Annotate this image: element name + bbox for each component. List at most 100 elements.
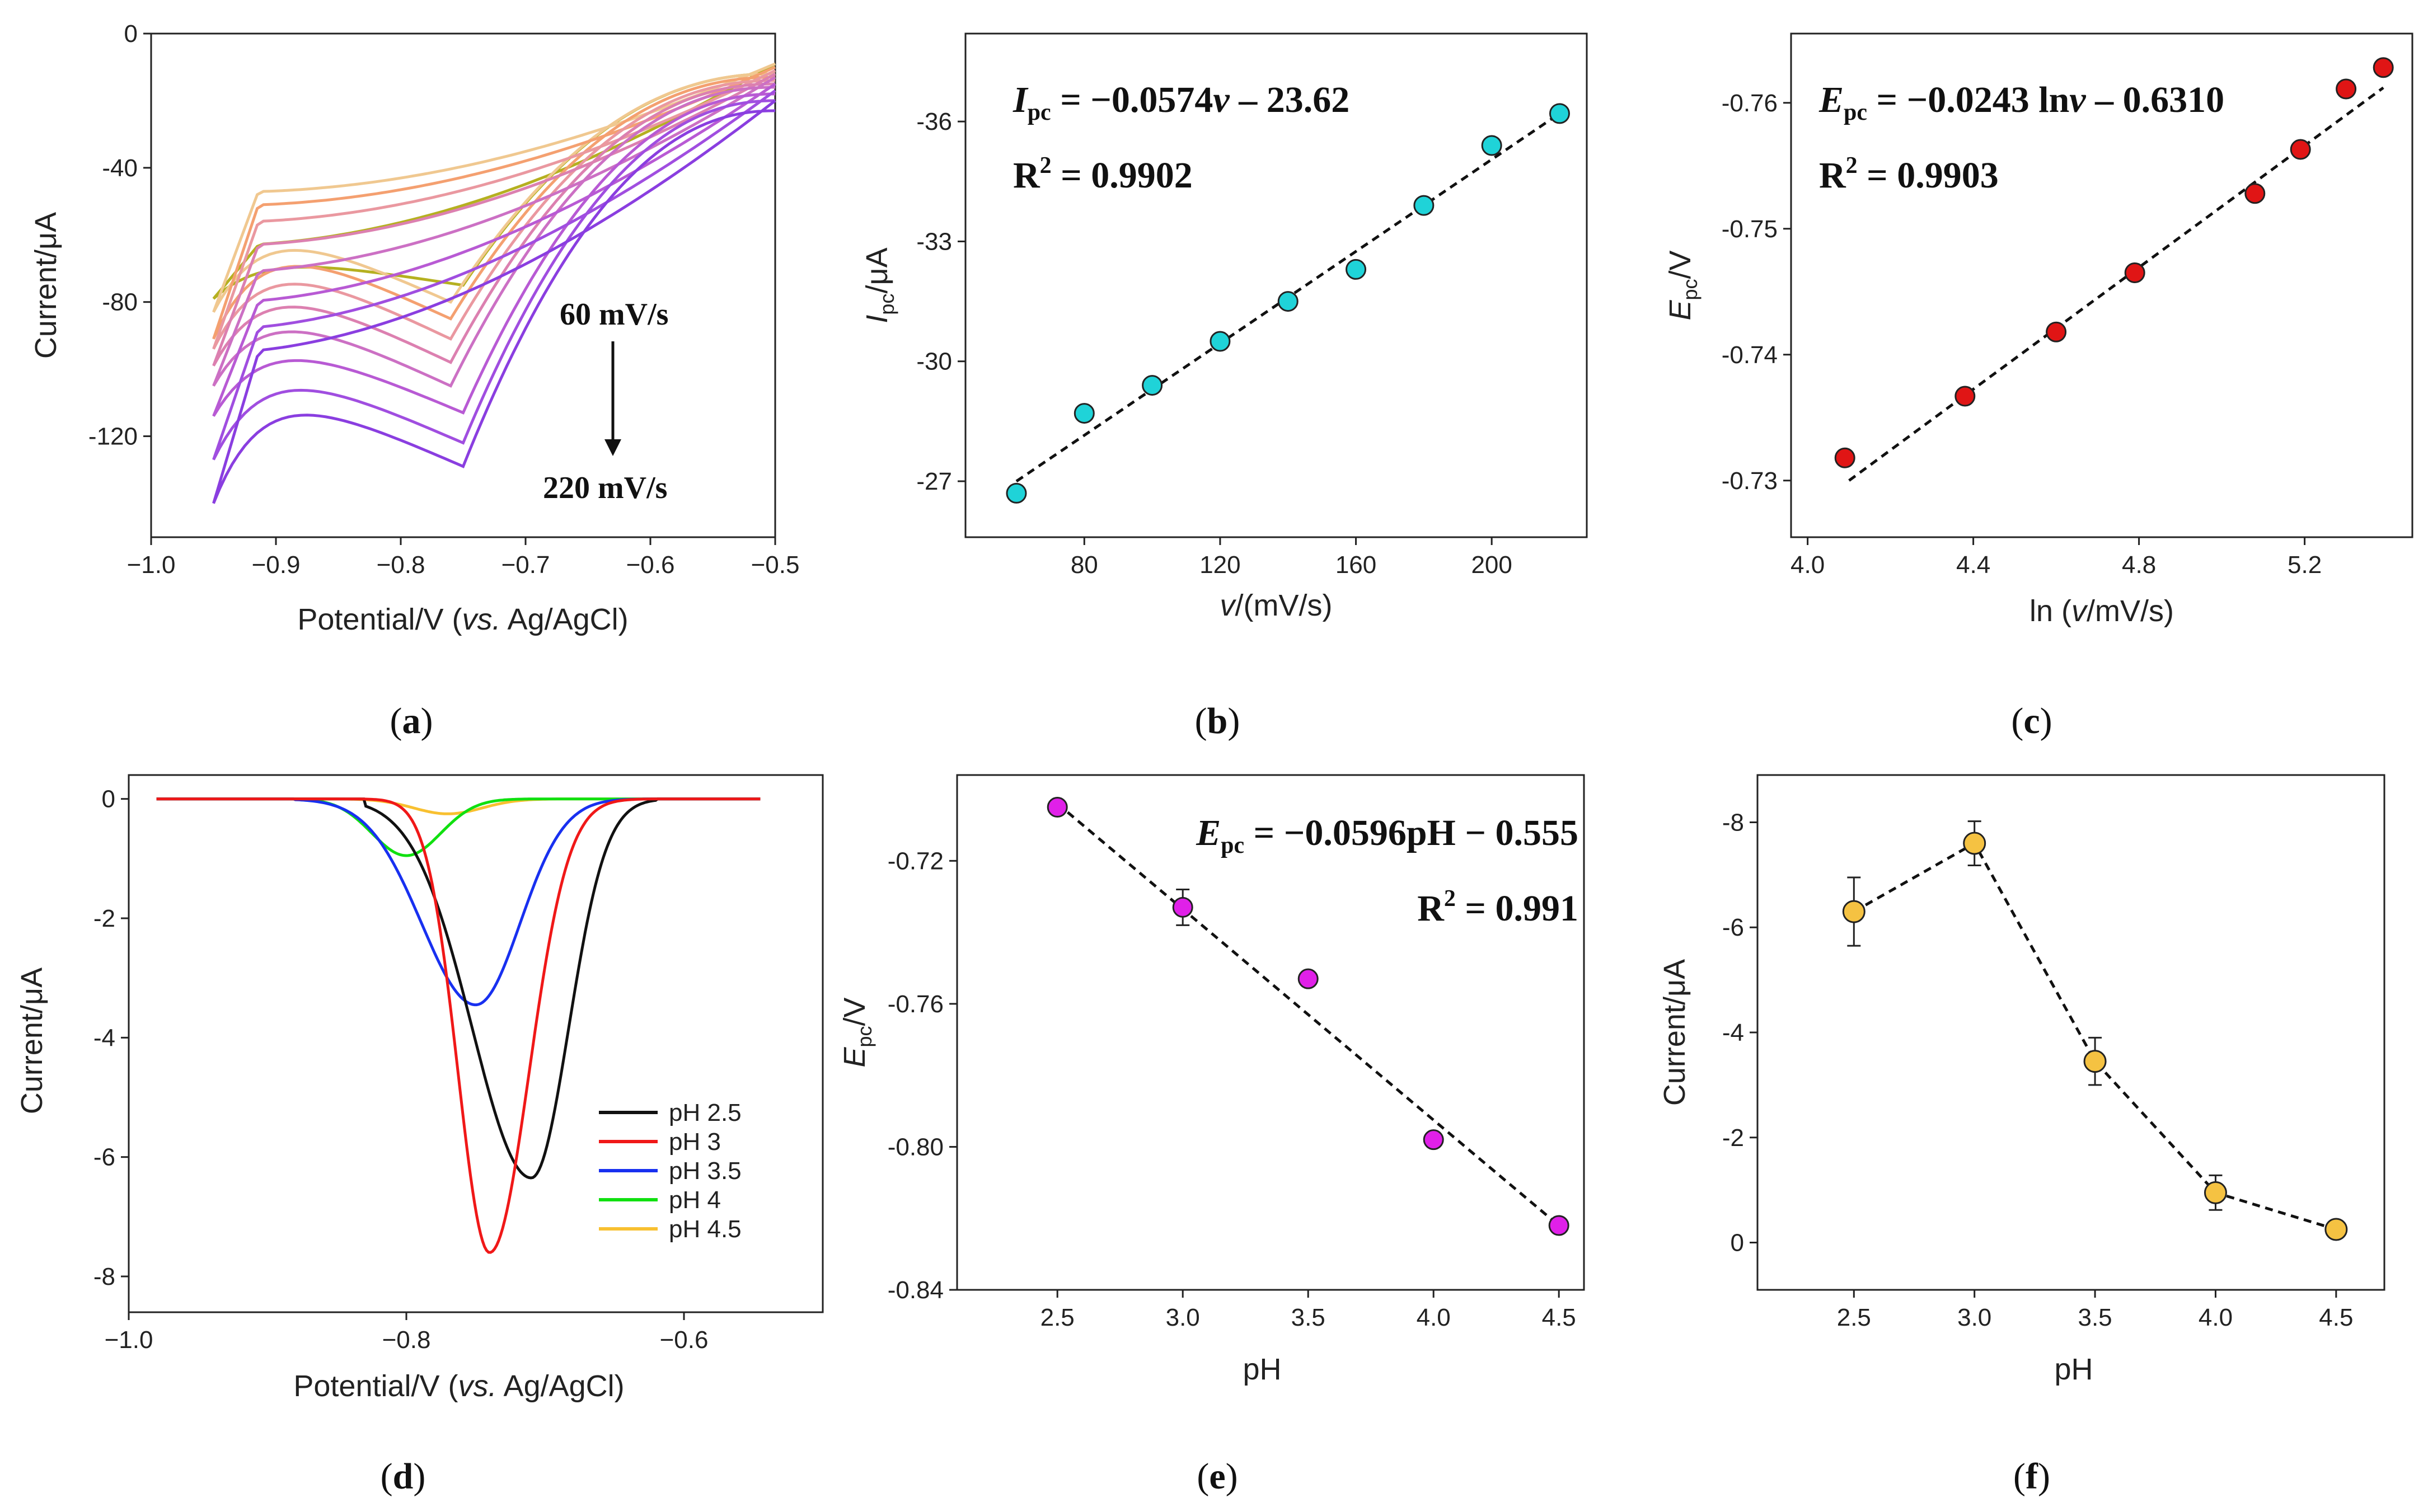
y-tick-label: -36	[916, 108, 952, 135]
data-point	[1548, 1215, 1569, 1236]
data-point	[2324, 1218, 2348, 1241]
y-tick-label: -2	[1722, 1124, 1744, 1152]
panel-c-chart: 4.0 4.4 4.8 5.2 -0.73 -0.74 -0.75 -0.76 Epc = −…	[1663, 32, 2413, 741]
data-point	[1549, 103, 1570, 124]
data-point	[2373, 57, 2394, 78]
x-tick-label: −0.6	[626, 551, 675, 579]
cv-curve-220-mV-s	[212, 99, 776, 504]
panel-b-equation: Ipc = −0.0574v – 23.62	[1013, 79, 1349, 125]
panel-c-caption: (c)	[2011, 701, 2052, 741]
panel-d-caption: (d)	[381, 1456, 426, 1497]
y-tick-label: -40	[102, 154, 138, 182]
panel-e-caption: (e)	[1197, 1456, 1238, 1497]
data-point	[2336, 78, 2357, 100]
x-tick-label: 80	[1071, 551, 1098, 579]
data-point	[1047, 797, 1068, 818]
y-tick-label: 0	[124, 20, 138, 48]
y-tick-label: -0.80	[888, 1133, 944, 1161]
data-point	[1172, 896, 1193, 918]
y-tick-label: -4	[1722, 1019, 1744, 1046]
data-point	[2083, 1050, 2107, 1073]
x-tick-label: −1.0	[127, 551, 176, 579]
dpv-curve-pH-4-5	[156, 797, 761, 815]
data-point	[2124, 262, 2145, 283]
data-point	[1842, 900, 1865, 923]
data-point	[1423, 1129, 1444, 1151]
y-tick-label: -30	[916, 348, 952, 375]
trend-line	[1853, 841, 2337, 1231]
cv-curve-160-mV-s	[212, 76, 776, 388]
panel-a-frame	[150, 32, 776, 538]
panel-e-equation: Epc = −0.0596pH − 0.555	[1196, 813, 1578, 858]
legend-label: pH 4.5	[669, 1215, 742, 1243]
dpv-curve-pH-4	[156, 797, 761, 857]
y-tick-label: -0.84	[888, 1276, 944, 1304]
x-tick-label: −0.6	[660, 1326, 709, 1354]
y-tick-label: -0.73	[1722, 467, 1778, 495]
x-tick-label: 4.0	[1790, 551, 1825, 579]
y-tick-label: -0.76	[888, 990, 944, 1018]
cv-curve-80-mV-s	[212, 62, 776, 313]
cv-curve-120-mV-s	[212, 69, 776, 350]
panel-b-caption: (b)	[1195, 701, 1240, 741]
x-tick-label: 4.5	[1542, 1304, 1576, 1331]
y-tick-label: -0.76	[1722, 90, 1778, 117]
x-tick-label: 160	[1335, 551, 1376, 579]
y-tick-label: -27	[916, 468, 952, 495]
panel-c-r2: R2 = 0.9903	[1819, 153, 1999, 196]
panel-c-frame	[1790, 32, 2413, 538]
panel-b-chart: 80 120 160 200 -27 -30 -33 -36 Ipc = −0.0574v –…	[860, 32, 1588, 741]
y-tick-label: -0.74	[1722, 341, 1778, 369]
x-tick-label: −1.0	[105, 1326, 153, 1354]
data-point	[2204, 1181, 2227, 1204]
legend-label: pH 2.5	[669, 1099, 742, 1126]
x-tick-label: −0.8	[382, 1326, 431, 1354]
panel-c-equation: Epc = −0.0243 lnv – 0.6310	[1818, 79, 2224, 125]
panel-f-chart: 2.5 3.0 3.5 4.0 4.5 0 -2 -4 -6 -8 pH Current/μA (…	[1658, 774, 2385, 1497]
cv-curve-180-mV-s	[212, 82, 776, 417]
data-point	[1074, 403, 1095, 424]
panel-e-r2: R2 = 0.991	[1417, 886, 1578, 929]
panel-d-ylabel: Current/μA	[15, 968, 49, 1114]
data-point	[1277, 291, 1299, 312]
panel-e-chart: 2.5 3.0 3.5 4.0 4.5 -0.72 -0.76 -0.80 -0.84 Epc …	[838, 774, 1585, 1497]
panel-c-xlabel: ln (v/mV/s)	[2029, 594, 2174, 628]
y-tick-label: -8	[1722, 809, 1744, 836]
panel-b-ylabel: Ipc/μA	[860, 247, 898, 323]
data-point	[1413, 195, 1435, 216]
data-point	[1346, 259, 1367, 280]
data-point	[1297, 968, 1319, 989]
x-tick-label: −0.7	[501, 551, 550, 579]
x-tick-label: 4.5	[2319, 1304, 2353, 1331]
x-tick-label: −0.8	[377, 551, 425, 579]
legend-label: pH 3	[669, 1128, 721, 1156]
cv-curve-200-mV-s	[212, 89, 776, 461]
panel-a-xlabel: Potential/V (vs. Ag/AgCl)	[297, 603, 628, 636]
data-point	[1142, 375, 1163, 396]
y-tick-label: -33	[916, 228, 952, 255]
cv-curve-140-mV-s	[212, 72, 776, 367]
x-tick-label: 5.2	[2288, 551, 2322, 579]
x-tick-label: 3.0	[1957, 1304, 1991, 1331]
panel-e-frame	[956, 774, 1585, 1291]
y-tick-label: -0.72	[888, 847, 944, 875]
legend-label: pH 4	[669, 1186, 721, 1214]
data-point	[1006, 482, 1027, 504]
panel-a-caption: (a)	[390, 701, 433, 741]
y-tick-label: -0.75	[1722, 215, 1778, 243]
x-tick-label: 120	[1199, 551, 1240, 579]
panel-b-xlabel: v/(mV/s)	[1220, 589, 1333, 622]
x-tick-label: 4.8	[2122, 551, 2156, 579]
x-tick-label: 3.5	[1291, 1304, 1325, 1331]
data-point	[1954, 386, 1976, 407]
panel-d-chart: −1.0 −0.8 −0.60-2-4-6-8pH 2.5pH 3pH 3.5pH …	[15, 774, 824, 1497]
y-tick-label: -120	[88, 423, 138, 450]
fit-line	[1056, 802, 1560, 1227]
panel-f-ylabel: Current/μA	[1658, 959, 1691, 1106]
x-tick-label: 4.0	[1417, 1304, 1451, 1331]
legend-label: pH 3.5	[669, 1157, 742, 1185]
cv-curve-100-mV-s	[212, 65, 776, 340]
x-tick-label: 3.5	[2078, 1304, 2112, 1331]
x-tick-label: 4.0	[2199, 1304, 2233, 1331]
